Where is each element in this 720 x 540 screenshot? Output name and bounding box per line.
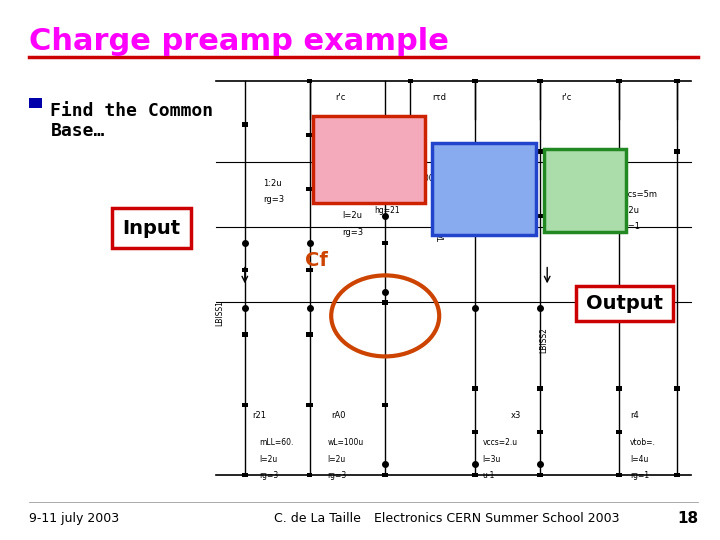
Text: rg=3: rg=3 — [342, 228, 363, 237]
Text: mLL=60.: mLL=60. — [259, 438, 294, 447]
Bar — [307, 473, 312, 477]
Text: rg=1: rg=1 — [619, 222, 640, 231]
Bar — [537, 473, 543, 477]
Bar — [616, 387, 623, 391]
Bar — [537, 430, 544, 434]
Bar — [472, 148, 479, 153]
Bar — [472, 213, 479, 218]
Bar — [537, 79, 543, 83]
Text: rg=3: rg=3 — [328, 471, 347, 480]
Text: r21: r21 — [252, 411, 266, 420]
Text: Charge preamp example: Charge preamp example — [29, 27, 449, 56]
Text: Cf: Cf — [305, 251, 328, 270]
Text: vccs=5m: vccs=5m — [342, 195, 381, 204]
Text: rg=3: rg=3 — [259, 471, 279, 480]
Bar — [242, 473, 248, 477]
Bar — [307, 186, 313, 191]
Text: C. de La Taille: C. de La Taille — [274, 512, 361, 525]
Bar — [432, 143, 536, 235]
Text: LBISS2: LBISS2 — [539, 327, 548, 353]
Text: 9-11 july 2003: 9-11 july 2003 — [29, 512, 119, 525]
Text: Input: Input — [122, 219, 180, 238]
Text: r4: r4 — [630, 411, 639, 420]
Bar — [307, 268, 313, 272]
Text: rA0: rA0 — [331, 411, 346, 420]
Text: r'c: r'c — [335, 93, 345, 102]
Text: vtob=.: vtob=. — [630, 438, 656, 447]
Bar — [382, 473, 388, 477]
Bar — [307, 79, 312, 83]
Bar — [112, 208, 191, 248]
Text: vccs=330.6000u: vccs=330.6000u — [374, 174, 439, 183]
Bar — [674, 387, 680, 391]
Text: rg=3: rg=3 — [263, 195, 284, 204]
Text: vccs=5m: vccs=5m — [619, 190, 658, 199]
Bar — [472, 387, 479, 391]
Bar — [616, 148, 623, 153]
Bar — [674, 148, 680, 153]
Text: Output: Output — [586, 294, 663, 313]
Text: l=2u: l=2u — [328, 455, 346, 463]
Text: l=3: l=3 — [342, 141, 356, 150]
Text: vccs=2.u: vccs=2.u — [482, 438, 518, 447]
Text: Electronics CERN Summer School 2003: Electronics CERN Summer School 2003 — [374, 512, 620, 525]
Text: 1:2u: 1:2u — [263, 179, 282, 188]
Text: 18: 18 — [678, 511, 698, 526]
Text: l=2u: l=2u — [619, 206, 639, 215]
Bar — [537, 387, 544, 391]
Bar — [307, 132, 313, 137]
Text: u-1: u-1 — [482, 471, 495, 480]
Bar — [616, 213, 623, 218]
Bar — [674, 79, 680, 83]
Text: 5: 5 — [436, 144, 443, 153]
Bar — [242, 268, 248, 272]
Bar — [408, 79, 413, 83]
Bar — [382, 132, 389, 137]
Bar — [382, 300, 389, 305]
Bar — [242, 332, 248, 337]
Text: rτd: rτd — [432, 93, 446, 102]
Text: x3: x3 — [511, 411, 521, 420]
Text: l=3u: l=3u — [482, 455, 501, 463]
Bar — [472, 430, 479, 434]
Text: rg=1: rg=1 — [630, 471, 649, 480]
Bar — [29, 98, 42, 108]
Text: l=2u: l=2u — [342, 212, 362, 220]
Bar — [616, 79, 622, 83]
Text: wL=100u: wL=100u — [328, 438, 364, 447]
Bar — [616, 473, 622, 477]
Bar — [307, 332, 313, 337]
Bar — [242, 403, 248, 407]
Text: TABLE2: TABLE2 — [438, 213, 447, 241]
Bar — [537, 213, 544, 218]
Bar — [382, 403, 389, 407]
Text: l=2u: l=2u — [259, 455, 277, 463]
Bar — [674, 473, 680, 477]
Text: hg=21: hg=21 — [374, 206, 400, 215]
Text: g=m=0.h: g=m=0.h — [374, 190, 412, 199]
Text: r'c: r'c — [562, 93, 572, 102]
Bar — [307, 403, 313, 407]
Bar — [382, 240, 389, 245]
Bar — [472, 473, 478, 477]
Text: LBISS1: LBISS1 — [215, 300, 224, 326]
Bar — [576, 286, 673, 321]
Bar — [313, 116, 425, 202]
Text: Find the Common
Base…: Find the Common Base… — [50, 102, 214, 140]
Bar — [242, 122, 248, 126]
Bar — [544, 148, 626, 232]
Bar — [472, 79, 478, 83]
Text: l=4u: l=4u — [630, 455, 649, 463]
Bar — [616, 430, 623, 434]
Bar — [537, 148, 544, 153]
